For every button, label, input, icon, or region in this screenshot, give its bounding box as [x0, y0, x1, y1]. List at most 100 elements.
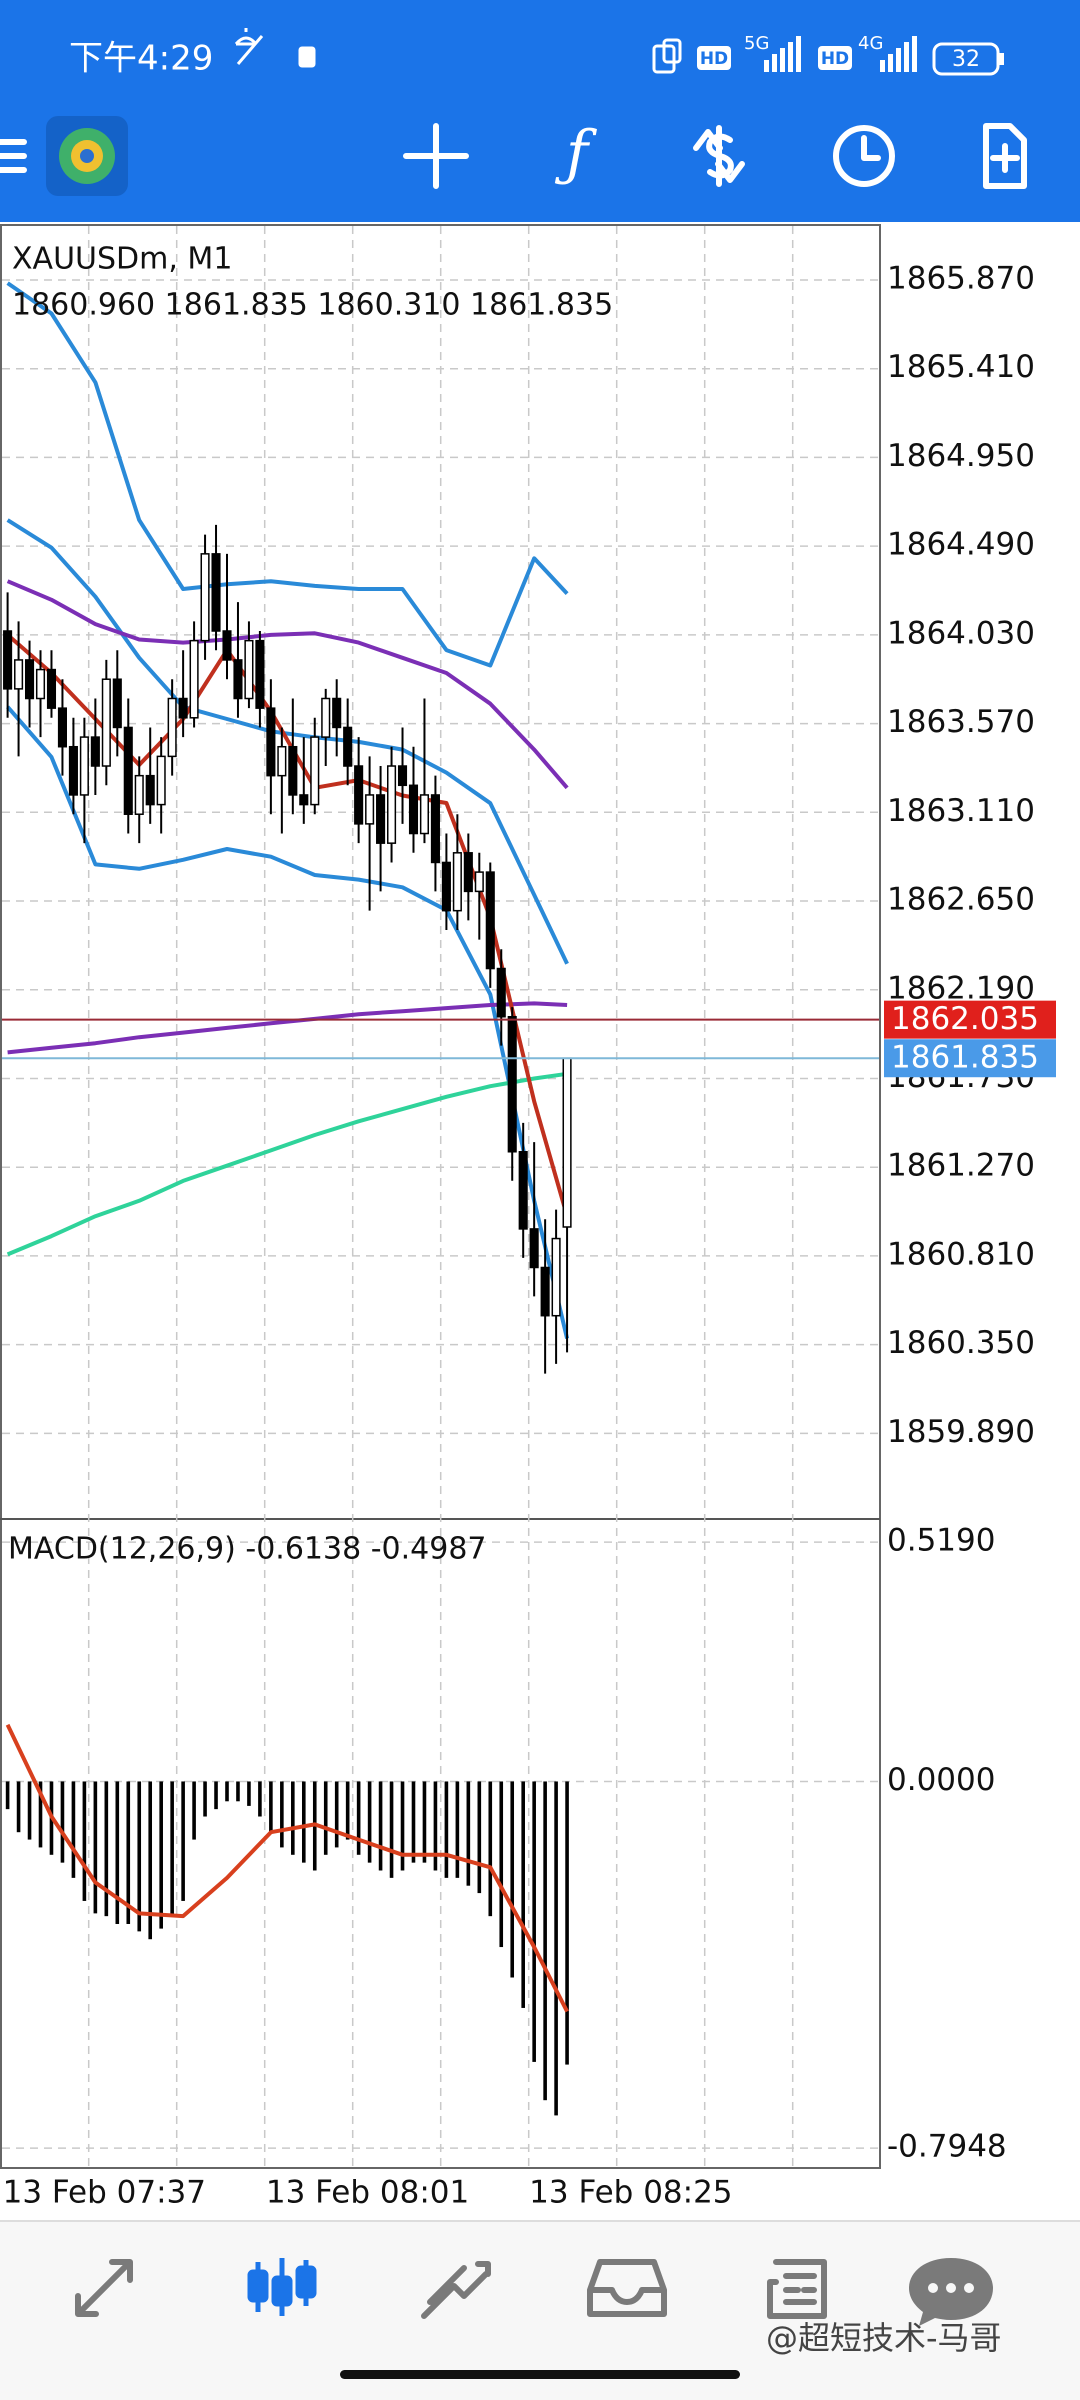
app-logo[interactable] — [46, 116, 128, 196]
timeframe-button[interactable] — [833, 125, 895, 187]
crosshair-button[interactable] — [403, 123, 469, 189]
histogram-bar — [38, 1781, 43, 1848]
histogram-bar — [137, 1781, 142, 1932]
candle-body — [419, 794, 430, 835]
indicator-line — [6, 281, 569, 668]
plot-area — [2, 226, 879, 2167]
candle-body — [57, 707, 68, 748]
histogram-bar — [170, 1781, 174, 1917]
candle-body — [178, 697, 188, 719]
candle-body — [244, 639, 254, 700]
candle-body — [529, 1228, 539, 1269]
candle-body — [452, 852, 462, 912]
candle-body — [266, 707, 276, 777]
indicator-line — [7, 1001, 568, 1055]
candle-body — [474, 871, 484, 893]
macd-title: MACD(12,26,9) -0.6138 -0.4987 — [8, 1532, 487, 1567]
candle-body — [551, 1237, 561, 1317]
candle-body — [145, 774, 155, 806]
price-tag-label: 1861.835 — [891, 1040, 1039, 1076]
histogram-bar — [367, 1781, 372, 1863]
histogram-bar — [356, 1781, 361, 1855]
histogram-bar — [323, 1781, 328, 1855]
candle-body — [299, 794, 309, 806]
price-tag — [884, 1000, 1056, 1039]
histogram-bar — [477, 1781, 482, 1894]
candle-body — [310, 736, 320, 806]
y-tick-label: 1862.190 — [887, 970, 1035, 1006]
y-tick-label: 0.5190 — [887, 1523, 995, 1559]
candle-body — [540, 1266, 550, 1317]
y-tick-label: 1863.570 — [887, 704, 1035, 740]
signal-bars — [880, 36, 917, 72]
y-tick-label: 1863.110 — [887, 793, 1035, 829]
hd-label: HD — [821, 49, 849, 69]
candle-body — [365, 794, 375, 825]
messages-tab[interactable] — [909, 2258, 993, 2326]
candle-body — [562, 1057, 572, 1228]
candle-body — [24, 659, 35, 700]
candle-body — [211, 553, 221, 632]
y-tick-label: 1864.030 — [887, 615, 1035, 651]
histogram-bar — [104, 1781, 109, 1917]
histogram-bar — [466, 1781, 471, 1886]
candle-body — [79, 736, 89, 796]
indicator-line — [6, 705, 570, 1339]
histogram-bar — [565, 1781, 569, 2065]
y-tick-label: 0.0000 — [887, 1762, 995, 1798]
histogram-bar — [554, 1781, 558, 2116]
candle-body — [233, 659, 243, 700]
x-tick-label: 13 Feb 08:25 — [529, 2175, 732, 2211]
y-tick-label: 1864.490 — [887, 527, 1035, 563]
candle-body — [463, 852, 473, 893]
candle-body — [134, 774, 144, 815]
candle-body — [167, 697, 177, 758]
histogram-bar — [389, 1781, 394, 1878]
histogram-bar — [214, 1781, 218, 1810]
chart-title: XAUUSDm, M1 — [12, 242, 232, 277]
menu-button[interactable] — [0, 139, 27, 173]
histogram-bar — [203, 1781, 207, 1817]
candle-body — [112, 678, 122, 729]
histogram-bar — [236, 1781, 240, 1802]
history-tab[interactable] — [587, 2259, 667, 2317]
indicator-line — [6, 1071, 568, 1257]
histogram-bar — [27, 1781, 32, 1840]
home-indicator — [340, 2370, 740, 2379]
candle-body — [518, 1151, 528, 1230]
status-time: 下午4:29 — [69, 39, 213, 79]
histogram-bar — [181, 1781, 185, 1901]
candle-body — [14, 659, 24, 690]
candle-body — [496, 967, 506, 1018]
app-header — [0, 0, 1080, 222]
y-tick-label: 1865.870 — [887, 260, 1035, 296]
news-tab[interactable] — [767, 2259, 827, 2319]
y-tick-label: 1860.350 — [887, 1325, 1035, 1361]
histogram-bar — [115, 1781, 120, 1924]
candle-body — [101, 678, 111, 767]
y-tick-label: 1862.650 — [887, 882, 1035, 918]
candle-body — [189, 639, 199, 719]
candle-body — [387, 765, 397, 844]
y-tick-label: 1860.810 — [887, 1236, 1035, 1272]
trade-tab[interactable] — [421, 2261, 491, 2319]
chart-tab[interactable] — [247, 2258, 317, 2316]
signal-line — [5, 1723, 569, 2013]
candle-body — [200, 553, 210, 642]
histogram-bar — [455, 1781, 460, 1878]
candle-body — [441, 861, 451, 912]
histogram-bar — [345, 1781, 350, 1840]
symbol-button[interactable] — [693, 125, 745, 187]
candle-body — [321, 697, 331, 738]
candle-body — [397, 765, 408, 787]
quotes-tab[interactable] — [75, 2259, 133, 2317]
histogram-bar — [247, 1781, 251, 1806]
histogram-bar — [291, 1781, 295, 1855]
candle-body — [68, 745, 78, 796]
candle-body — [485, 871, 495, 970]
net-label: 5G — [744, 33, 769, 54]
histogram-bar — [499, 1781, 504, 1948]
new-order-button[interactable] — [983, 123, 1027, 189]
histogram-bar — [16, 1781, 21, 1833]
